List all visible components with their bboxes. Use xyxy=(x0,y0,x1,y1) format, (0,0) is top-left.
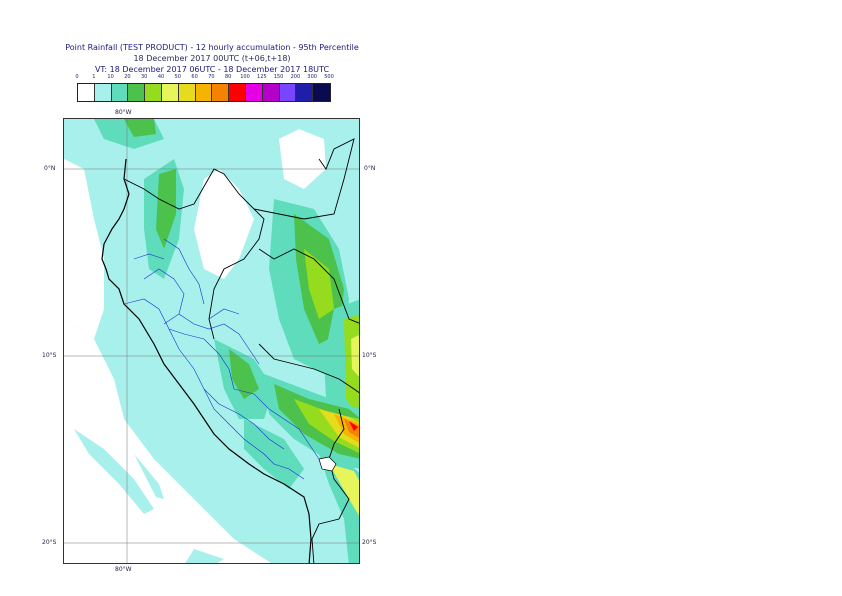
dry-inland-region xyxy=(194,169,254,279)
legend-tick-label: 1 xyxy=(92,74,96,80)
lon-label-top: 80°W xyxy=(115,109,132,116)
border-brazil xyxy=(258,343,359,394)
legend-tick-label: 30 xyxy=(141,74,148,80)
lat-label-left-0: 0°N xyxy=(44,165,56,172)
rain-zone-moderate xyxy=(244,419,304,489)
legend-swatch xyxy=(262,84,280,101)
legend-tick-label: 50 xyxy=(174,74,181,80)
lat-label-left-20: 20°S xyxy=(42,539,57,546)
border-bolivia xyxy=(311,408,350,563)
map-canvas xyxy=(64,119,359,563)
lat-label-right-10: 10°S xyxy=(362,352,377,359)
rain-zone-very-heavy xyxy=(329,464,359,516)
legend-swatch xyxy=(78,84,95,101)
lake-titicaca xyxy=(318,456,337,472)
border-brazil-north xyxy=(258,248,359,324)
legend-swatch xyxy=(128,84,146,101)
rain-zone-intense xyxy=(319,409,359,448)
dry-ocean-region xyxy=(64,209,104,339)
lon-label-bottom: 80°W xyxy=(115,566,132,573)
lat-label-right-20: 20°S xyxy=(362,539,377,546)
regional-borders xyxy=(123,238,320,480)
legend-swatch xyxy=(313,84,330,101)
rain-peak xyxy=(349,421,358,431)
legend-swatch xyxy=(178,84,196,101)
legend-swatch xyxy=(229,84,246,101)
lat-label-left-10: 10°S xyxy=(42,352,57,359)
legend-tick-label: 20 xyxy=(124,74,131,80)
rain-zone-extreme xyxy=(334,414,359,443)
ocean-rain-band xyxy=(185,549,224,563)
legend-swatch xyxy=(279,84,297,101)
rain-zone-heavy xyxy=(124,119,156,137)
legend-colorbar xyxy=(77,83,331,102)
dry-ocean-region xyxy=(64,419,271,563)
legend-tick-label: 10 xyxy=(107,74,114,80)
valid-time: VT: 18 December 2017 06UTC - 18 December… xyxy=(94,65,330,74)
rain-zone-heavier xyxy=(294,399,359,454)
rainfall-map[interactable] xyxy=(63,118,360,564)
dry-ocean-region xyxy=(64,319,124,419)
legend-tick-label: 70 xyxy=(208,74,215,80)
legend-swatch xyxy=(145,84,162,101)
rain-zone-heavy xyxy=(229,349,259,399)
legend-tick-label: 0 xyxy=(75,74,79,80)
coastline xyxy=(101,158,312,563)
lat-label-right-0: 0°N xyxy=(364,165,376,172)
ocean-rain-band xyxy=(134,454,164,499)
border-ecuador-peru xyxy=(123,168,265,340)
color-legend: 0 1 10 20 30 40 50 60 70 80 100 125 150 200 300 500 xyxy=(75,74,347,104)
rain-zone-extreme xyxy=(344,419,359,438)
legend-swatch xyxy=(161,84,179,101)
ocean-rain-band xyxy=(136,394,154,414)
rain-zone-heavier xyxy=(304,249,334,319)
legend-tick-label: 40 xyxy=(157,74,165,80)
legend-swatch xyxy=(195,84,213,101)
legend-tick-label: 100 xyxy=(240,74,250,80)
legend-tick-label: 200 xyxy=(290,74,301,80)
legend-tick-label: 500 xyxy=(324,74,334,80)
map-title: Point Rainfall (TEST PRODUCT) - 12 hourl… xyxy=(65,43,359,52)
legend-swatch xyxy=(212,84,230,101)
title-block: Point Rainfall (TEST PRODUCT) - 12 hourl… xyxy=(0,42,424,75)
dry-inland-region xyxy=(279,129,326,189)
legend-swatch xyxy=(111,84,129,101)
dry-ocean-region xyxy=(64,159,94,219)
legend-tick-label: 80 xyxy=(225,74,232,80)
legend-tick-label: 125 xyxy=(257,74,267,80)
legend-tick-label: 60 xyxy=(191,74,198,80)
border-colombia xyxy=(253,138,355,220)
legend-swatch xyxy=(94,84,112,101)
legend-tick-label: 150 xyxy=(273,74,284,80)
issue-time: 18 December 2017 00UTC (t+06,t+18) xyxy=(133,54,291,63)
ocean-rain-band xyxy=(74,429,154,514)
legend-swatch xyxy=(296,84,314,101)
rain-zone-heavy xyxy=(156,169,176,249)
legend-swatch xyxy=(245,84,263,101)
legend-tick-label: 300 xyxy=(307,74,317,80)
